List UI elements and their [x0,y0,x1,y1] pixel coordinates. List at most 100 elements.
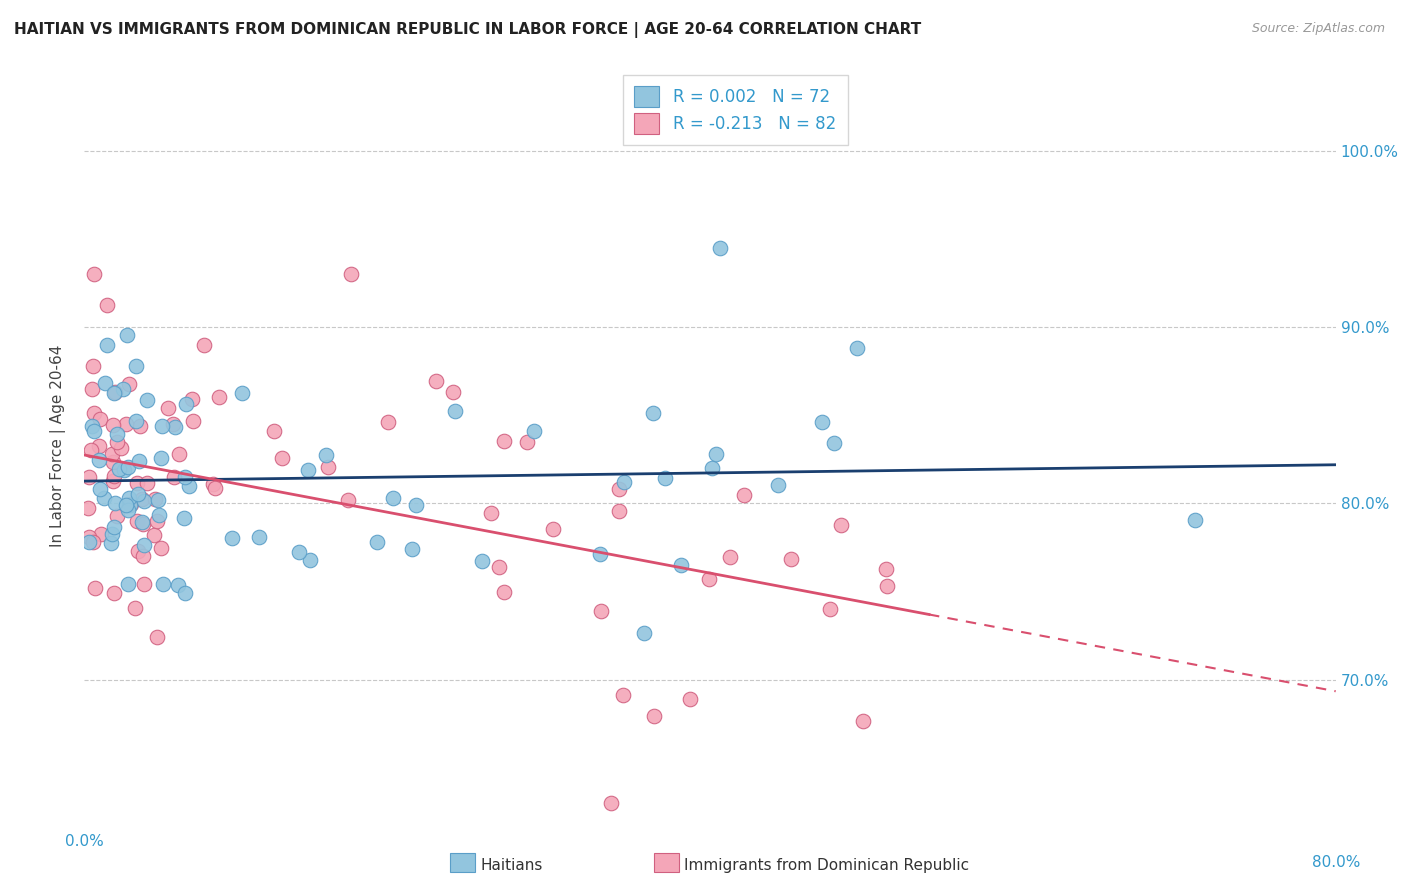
Point [494,585,516,599]
Point [103,385,125,400]
Point [316,459,339,474]
Point [156,401,179,416]
Point [117,459,139,474]
Point [181,414,204,428]
Point [124,601,146,615]
Point [105,434,128,449]
Point [366,535,388,549]
Point [105,508,128,523]
Point [82,534,104,549]
Point [103,585,125,599]
Point [179,479,201,493]
Point [146,514,169,528]
Point [600,796,623,810]
Point [125,359,148,373]
Point [201,477,224,491]
Point [875,562,897,576]
Point [101,447,124,461]
Point [110,441,132,455]
Text: Haitians: Haitians [481,858,543,872]
Point [591,604,613,618]
Point [337,493,360,508]
Point [207,390,229,404]
Point [84,581,107,595]
Point [479,506,502,520]
Point [173,510,195,524]
Point [148,508,170,523]
Point [820,601,842,615]
Point [150,541,173,555]
Point [768,478,790,492]
Point [174,586,197,600]
Point [120,496,142,510]
Point [82,359,104,373]
Point [401,541,423,556]
Point [117,577,139,591]
Point [129,419,152,434]
Point [340,267,363,281]
Point [112,463,135,477]
Point [669,558,692,572]
Point [127,514,149,528]
Point [136,476,159,491]
Point [167,447,190,461]
Point [145,631,167,645]
Point [83,406,105,420]
Point [607,504,630,518]
Point [104,496,127,510]
Point [204,481,226,495]
Point [830,517,852,532]
Point [128,454,150,468]
Point [117,328,139,343]
Point [249,530,271,544]
Point [405,498,427,512]
Point [77,530,100,544]
Point [115,498,138,512]
Point [633,626,655,640]
Point [104,385,127,400]
Point [89,453,111,467]
Point [142,527,165,541]
Point [780,552,803,566]
Point [166,578,188,592]
Point [516,434,538,449]
Point [105,427,128,442]
Point [80,419,103,434]
Point [221,531,243,545]
Point [127,486,149,500]
Point [852,714,875,728]
Legend: R = 0.002   N = 72, R = -0.213   N = 82: R = 0.002 N = 72, R = -0.213 N = 82 [623,75,848,145]
Point [488,560,510,574]
Text: HAITIAN VS IMMIGRANTS FROM DOMINICAN REPUBLIC IN LABOR FORCE | AGE 20-64 CORRELA: HAITIAN VS IMMIGRANTS FROM DOMINICAN REP… [14,22,921,38]
Point [103,469,125,483]
Point [77,469,100,483]
Point [112,382,135,396]
Text: Source: ZipAtlas.com: Source: ZipAtlas.com [1251,22,1385,36]
Point [288,545,311,559]
Point [231,386,253,401]
Point [612,689,634,703]
Point [297,463,319,477]
Point [131,515,153,529]
Point [315,448,337,462]
Point [425,374,447,388]
Point [90,526,112,541]
Point [1184,513,1206,527]
Point [132,517,155,532]
Point [108,461,131,475]
Point [148,492,170,507]
Point [377,415,399,429]
Point [89,482,111,496]
Point [143,491,166,506]
Point [76,501,98,516]
Point [132,549,155,563]
Point [100,536,122,550]
Point [181,392,204,406]
Point [96,338,118,352]
Point [876,579,898,593]
Point [176,397,198,411]
Point [127,475,149,490]
Point [823,435,845,450]
Point [523,424,546,438]
Point [79,442,101,457]
